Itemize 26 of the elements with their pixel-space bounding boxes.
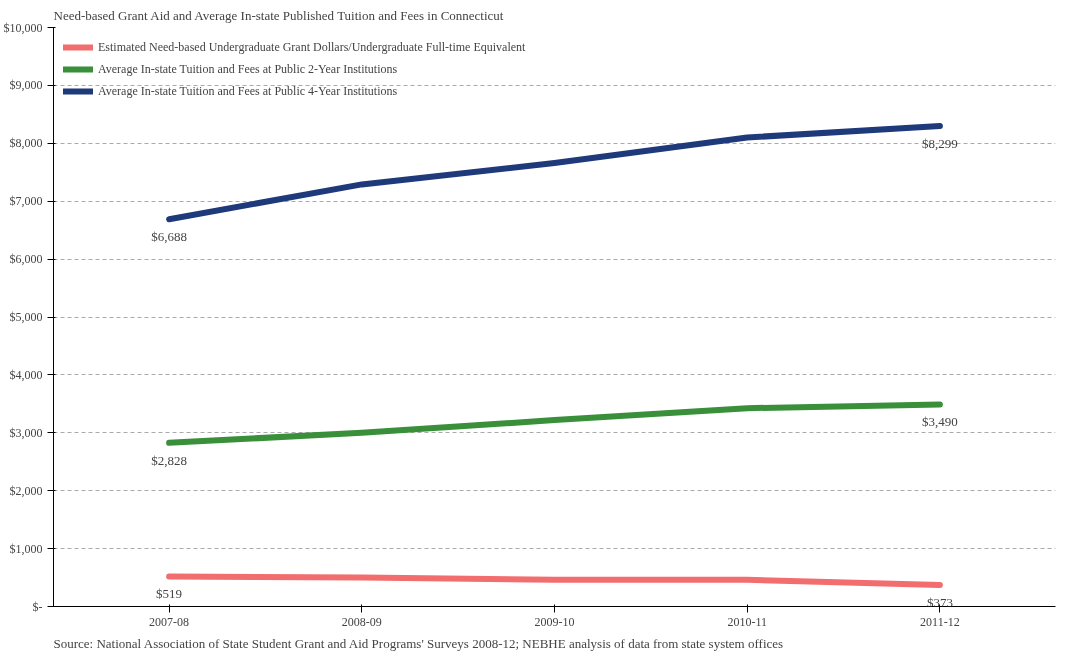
legend-label: Estimated Need-based Undergraduate Grant Dollars/Undergraduate Full-time Equivalent [98,39,526,55]
x-tick-label: 2010-11 [727,614,767,629]
y-tick-label: $2,000 [9,483,43,498]
y-tick-label: $10,000 [3,20,43,35]
y-tick-label: $8,000 [9,136,43,151]
x-tick-label: 2009-10 [534,614,575,629]
y-tick-label: $3,000 [9,425,43,440]
x-tick-label: 2008-09 [341,614,382,629]
legend-label: Average In-state Tuition and Fees at Public 2-Year Institutions [98,61,398,77]
y-tick-label: $9,000 [9,78,43,93]
data-label: $8,299 [922,135,958,151]
y-tick-label: $5,000 [9,310,43,324]
data-label: $519 [156,586,183,602]
x-tick-label: 2007-08 [149,614,190,629]
data-label: $2,828 [151,452,187,468]
data-label: $3,490 [922,414,958,430]
source-note: Source: National Association of State Student Grant and Aid Programs' Surveys 2008-12; NEBHE analysis of data from state system offices [53,635,784,651]
legend-label: Average In-state Tuition and Fees at Public 4-Year Institutions [98,83,398,99]
y-tick-label: $- [32,599,43,614]
y-tick-label: $6,000 [9,252,43,267]
x-tick-label: 2011-12 [920,614,960,629]
chart-title: Need-based Grant Aid and Average In-state Published Tuition and Fees in Connecticut [53,7,504,23]
data-label: $6,688 [151,229,187,245]
y-tick-label: $1,000 [9,541,43,556]
y-tick-label: $7,000 [9,194,43,209]
y-tick-label: $4,000 [9,367,43,382]
